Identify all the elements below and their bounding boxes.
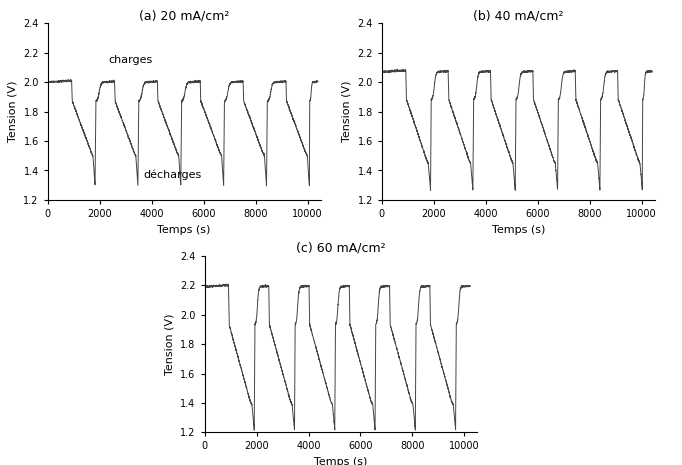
Title: (b) 40 mA/cm²: (b) 40 mA/cm² [473, 9, 563, 22]
Y-axis label: Tension (V): Tension (V) [8, 81, 18, 142]
Text: décharges: décharges [143, 169, 202, 180]
X-axis label: Temps (s): Temps (s) [492, 225, 545, 234]
Title: (a) 20 mA/cm²: (a) 20 mA/cm² [139, 9, 229, 22]
Title: (c) 60 mA/cm²: (c) 60 mA/cm² [296, 242, 386, 254]
X-axis label: Temps (s): Temps (s) [158, 225, 211, 234]
Text: charges: charges [108, 55, 153, 65]
Y-axis label: Tension (V): Tension (V) [164, 313, 175, 375]
X-axis label: Temps (s): Temps (s) [314, 457, 368, 465]
Y-axis label: Tension (V): Tension (V) [342, 81, 352, 142]
